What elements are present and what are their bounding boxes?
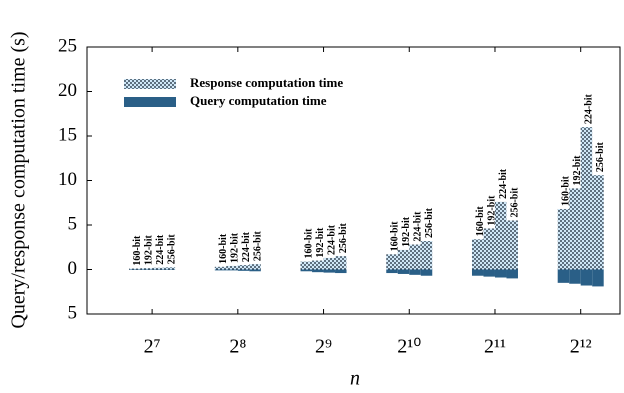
bar [300,261,313,270]
bar-label: 224-bit [155,234,166,265]
bar-label: 256-bit [510,187,521,218]
bar [592,175,604,270]
bar [471,269,484,276]
bar [420,269,433,276]
y-tick-label: 20 [58,80,77,101]
bar [214,266,227,270]
bar [397,249,410,270]
bar [420,241,433,270]
legend-label: Query computation time [190,93,327,108]
bar-label: 224-bit [327,224,338,255]
bar [300,269,313,272]
bar [557,208,570,270]
bar-label: 160-bit [304,228,315,259]
bar [214,269,227,271]
bar-label: 192-bit [315,227,326,258]
bar-label: 256-bit [338,222,349,253]
bar-label: 160-bit [218,233,229,264]
bar-label: 192-bit [572,155,583,186]
y-tick-label: 10 [58,169,77,190]
x-tick-label: 2⁸ [229,336,246,358]
bar [312,260,324,270]
bar-label: 224-bit [412,211,423,242]
bar [409,269,421,275]
x-axis-label: n [350,368,360,390]
bar [249,264,261,270]
y-tick-label: 25 [58,35,77,56]
bar [152,267,164,270]
bar [386,254,398,270]
x-tick-label: 2¹² [570,336,592,358]
x-tick-label: 2¹⁰ [397,336,421,358]
bar-label: 192-bit [487,195,498,226]
bar [483,228,495,270]
y-tick-label: 5 [68,302,78,323]
bar [312,269,324,273]
legend-swatch [124,97,176,107]
bar [335,269,347,274]
bar [483,269,495,277]
bar [323,257,336,270]
bar-label: 160-bit [132,235,143,266]
bar [592,269,604,287]
bar [237,265,250,270]
bar [249,269,261,272]
bar-label: 224-bit [584,93,595,124]
bar-label: 256-bit [167,234,178,265]
bar [397,269,410,274]
bar [580,127,593,270]
legend-swatch [124,79,176,89]
x-tick-label: 2⁷ [144,336,161,358]
legend-label: Response computation time [190,75,343,90]
y-axis-label: Query/response computation time (s) [8,31,30,328]
bar-label: 256-bit [424,207,435,238]
bar-label: 256-bit [595,141,606,172]
bar-label: 224-bit [498,168,509,199]
bar [226,265,238,270]
bar [163,267,176,270]
bar [409,244,421,270]
x-tick-label: 2¹¹ [484,336,506,358]
bar [237,269,250,271]
bar-label: 192-bit [229,232,240,263]
bar [226,269,238,271]
bar [140,268,153,270]
bar-label: 224-bit [241,231,252,262]
bar [569,188,581,270]
y-tick-label: 0 [68,258,78,279]
x-tick-label: 2⁹ [315,336,332,358]
y-tick-label: 5 [68,213,78,234]
bar [569,269,581,284]
bar-label: 160-bit [561,175,572,206]
bar [129,268,141,270]
bar [494,269,507,278]
bar-label: 192-bit [144,234,155,265]
bar-label: 160-bit [475,206,486,237]
y-tick-label: 15 [58,124,77,145]
bar [557,269,570,283]
bar-label: 160-bit [389,221,400,252]
bar-label: 192-bit [401,216,412,247]
bar [580,269,593,286]
bar [323,269,336,273]
bar [471,239,484,270]
bar [494,201,507,270]
bar [506,269,518,279]
bar [335,256,347,270]
bar-label: 256-bit [252,230,263,261]
bar [506,220,518,270]
bar [386,269,398,274]
